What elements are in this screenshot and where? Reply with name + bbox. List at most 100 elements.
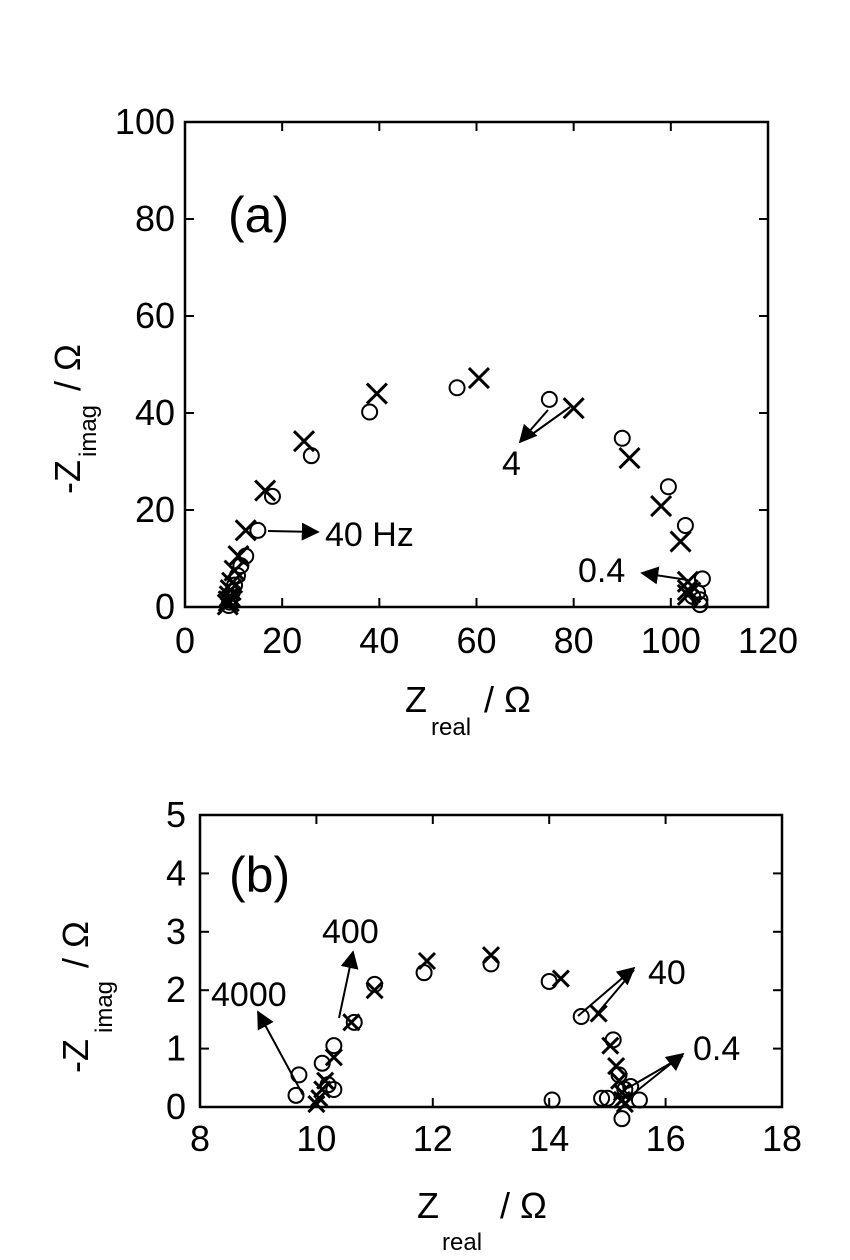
panel-label-b: (b) (229, 847, 290, 903)
x-tick-label-b: 18 (762, 1118, 802, 1159)
data-markers-b (287, 946, 648, 1128)
data-markers-a (216, 367, 711, 616)
arrow-400 (338, 950, 359, 1019)
y-tick-label-a: 0 (155, 586, 175, 627)
svg-text:Z: Z (417, 1185, 439, 1226)
x-tick-label-b: 16 (646, 1118, 686, 1159)
svg-text:-Z: -Z (47, 460, 88, 494)
y-tick-label-a: 20 (135, 489, 175, 530)
svg-text:Z: Z (405, 679, 427, 720)
annotation-0.4-b: 0.4 (693, 1030, 740, 1068)
data-point-circle (287, 1086, 305, 1104)
data-point-circle (572, 1007, 590, 1025)
x-axis-title-b: Z real / Ω (417, 1185, 547, 1256)
annotation-400: 400 (322, 913, 379, 951)
svg-text:imag: imag (75, 405, 102, 457)
data-point-cross (481, 946, 501, 965)
annotation-arrows-a (267, 406, 689, 585)
data-point-cross (219, 578, 242, 602)
x-axis-title-a-unit: / Ω (484, 679, 531, 720)
y-axis-title-a: -Z imag / Ω (47, 344, 102, 494)
y-tick-label-b: 1 (166, 1028, 186, 1069)
data-point-circle (543, 1091, 561, 1109)
y-axis-title-a-unit: / Ω (47, 344, 88, 391)
data-point-circle (659, 478, 677, 496)
y-tick-labels-a: 0 20 40 60 80 100 (115, 101, 175, 627)
data-point-cross (342, 1013, 361, 1032)
y-axis-title-b: -Z imag / Ω (55, 921, 118, 1073)
plot-frame-b (198, 813, 784, 1109)
annotation-0.4-a: 0.4 (578, 552, 625, 590)
x-axis-title-a-sub: real (431, 714, 471, 741)
annotation-40-b: 40 (648, 954, 686, 992)
y-tick-label-a: 80 (135, 198, 175, 239)
x-axis-title-b-sub: real (442, 1229, 482, 1256)
data-point-circle (249, 521, 267, 539)
x-tick-label-a: 100 (641, 620, 701, 661)
y-tick-label-a: 100 (115, 101, 175, 142)
svg-text:/ Ω: / Ω (500, 1185, 547, 1226)
data-point-circle (290, 1066, 308, 1084)
x-tick-label-b: 8 (190, 1118, 210, 1159)
data-point-cross (254, 479, 277, 502)
y-tick-labels-b: 0 1 2 3 4 5 (166, 794, 186, 1127)
data-point-circle (540, 390, 558, 408)
data-point-cross (589, 1004, 608, 1023)
svg-text:imag: imag (91, 981, 118, 1033)
panel-label-a: (a) (228, 187, 289, 243)
annotation-40hz: 40 Hz (325, 516, 414, 554)
svg-text:-Z: -Z (55, 1039, 96, 1073)
y-axis-title-b-unit: / Ω (55, 921, 96, 968)
arrow-4-a2 (523, 406, 571, 441)
x-tick-label-a: 40 (359, 620, 399, 661)
y-tick-label-b: 5 (166, 794, 186, 835)
arrow-0.4-a (640, 566, 689, 585)
data-point-cross (316, 1071, 335, 1090)
ticks-a (184, 121, 769, 608)
x-tick-label-b: 10 (296, 1118, 336, 1159)
x-tick-label-a: 0 (175, 620, 195, 661)
svg-text:real: real (442, 1229, 482, 1256)
svg-text:/ Ω: / Ω (47, 344, 88, 391)
x-axis-title-a: Z real / Ω (405, 679, 531, 741)
y-tick-label-b: 4 (166, 852, 186, 893)
svg-text:/ Ω: / Ω (484, 679, 531, 720)
data-point-cross (601, 1036, 620, 1055)
data-point-cross (562, 397, 585, 420)
x-tick-label-a: 60 (456, 620, 496, 661)
y-axis-title-b-main: -Z (55, 1039, 96, 1073)
data-point-circle (593, 1089, 611, 1107)
arrow-40-b1 (577, 966, 636, 1017)
y-tick-label-b: 2 (166, 969, 186, 1010)
data-point-cross (615, 1095, 634, 1114)
data-point-cross (551, 969, 570, 988)
x-axis-title-b-unit: / Ω (500, 1185, 547, 1226)
data-point-cross (292, 430, 316, 453)
x-tick-labels-b: 8 10 12 14 16 18 (190, 1118, 802, 1159)
x-tick-label-b: 14 (529, 1118, 569, 1159)
x-tick-labels-a: 0 20 40 60 80 100 120 (175, 620, 798, 661)
data-point-cross (650, 495, 673, 518)
svg-text:real: real (431, 714, 471, 741)
data-point-cross (607, 1057, 626, 1076)
x-tick-label-a: 120 (738, 620, 798, 661)
annotation-4000: 4000 (211, 976, 287, 1014)
arrow-40hz (267, 522, 320, 541)
data-point-cross (467, 367, 490, 390)
data-point-cross (365, 382, 388, 405)
data-point-cross (669, 530, 692, 553)
data-point-circle (676, 517, 694, 535)
x-axis-title-b-main: Z (417, 1185, 439, 1226)
y-tick-label-b: 3 (166, 911, 186, 952)
data-point-circle (345, 1013, 363, 1031)
data-point-circle (325, 1037, 343, 1055)
data-point-cross (618, 447, 641, 470)
data-point-circle (613, 429, 631, 447)
data-point-cross (234, 519, 257, 542)
data-point-circle (448, 379, 466, 397)
arrow-40-b2 (595, 969, 635, 1016)
y-tick-label-a: 60 (135, 295, 175, 336)
svg-text:/ Ω: / Ω (55, 921, 96, 968)
